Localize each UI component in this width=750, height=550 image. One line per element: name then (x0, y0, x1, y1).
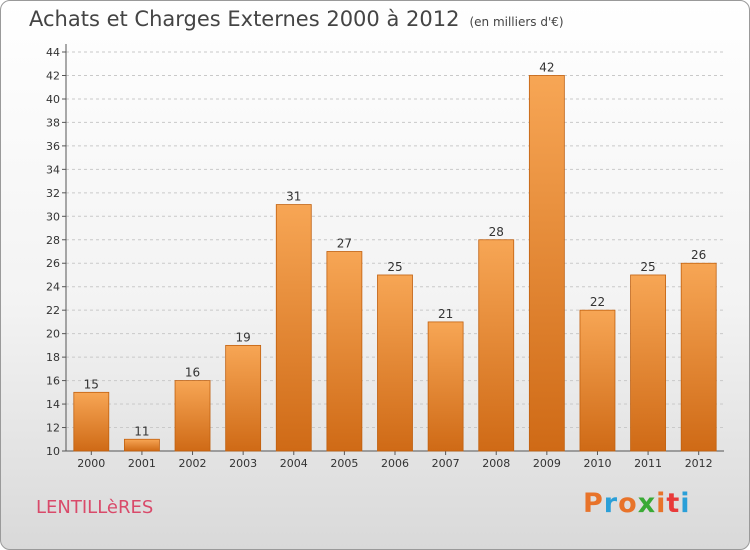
bar-2007 (427, 321, 464, 452)
data-label-2000: 15 (84, 377, 99, 391)
chart-title: Achats et Charges Externes 2000 à 2012 (e… (29, 7, 564, 31)
data-label-2006: 25 (387, 260, 402, 274)
data-label-2009: 42 (539, 60, 554, 74)
y-tick-label: 24 (46, 281, 60, 294)
y-tick-label: 30 (46, 210, 60, 223)
y-tick-label: 16 (46, 375, 60, 388)
data-label-2004: 31 (286, 190, 301, 204)
town-name: LENTILLèRES (36, 497, 154, 518)
bar-2012 (680, 262, 717, 452)
x-tick-label-2005: 2005 (330, 457, 358, 470)
data-label-2012: 26 (691, 248, 706, 262)
y-tick-label: 12 (46, 422, 60, 435)
bar-2004 (275, 204, 312, 452)
data-label-2001: 11 (134, 424, 149, 438)
x-tick-label-2009: 2009 (533, 457, 561, 470)
bars (73, 75, 717, 452)
bar-2005 (326, 251, 363, 452)
y-tick-label: 26 (46, 257, 60, 270)
brand-logo: Proxiti (583, 488, 691, 519)
y-tick-label: 44 (46, 46, 60, 59)
x-tick-label-2008: 2008 (482, 457, 510, 470)
data-label-2011: 25 (640, 260, 655, 274)
y-tick-label: 42 (46, 69, 60, 82)
chart-subtitle: (en milliers d'€) (469, 15, 564, 29)
x-tick-label-2011: 2011 (634, 457, 662, 470)
brand-letter: t (666, 488, 681, 519)
y-tick-label: 14 (46, 398, 60, 411)
y-tick-label: 10 (46, 445, 60, 458)
y-tick-label: 40 (46, 93, 60, 106)
x-tick-label-2004: 2004 (280, 457, 308, 470)
bar-2011 (630, 274, 666, 452)
x-tick-label-2001: 2001 (128, 457, 156, 470)
data-label-2005: 27 (337, 237, 352, 251)
x-tick-label-2000: 2000 (77, 457, 105, 470)
bar-2010 (579, 309, 616, 452)
labels: 10 12 14 16 18 20 22 24 26 28 30 32 34 36 38 40 42 44 15 20… (46, 46, 713, 470)
y-tick-label: 38 (46, 116, 60, 129)
brand-letter: P (583, 488, 604, 519)
brand-letter: x (637, 488, 657, 519)
bar-2009 (528, 75, 565, 452)
brand-letter: i (680, 488, 691, 519)
bar-2001 (124, 438, 160, 452)
data-label-2002: 16 (185, 366, 200, 380)
bar-2002 (174, 380, 211, 452)
x-tick-label-2006: 2006 (381, 457, 409, 470)
brand-letter: o (618, 488, 638, 519)
bar-2000 (73, 391, 110, 452)
bar-2006 (377, 274, 413, 452)
x-tick-label-2010: 2010 (583, 457, 611, 470)
y-tick-label: 20 (46, 328, 60, 341)
x-tick-label-2012: 2012 (685, 457, 713, 470)
chart-title-text: Achats et Charges Externes 2000 à 2012 (29, 7, 460, 31)
x-tick-label-2003: 2003 (229, 457, 257, 470)
data-label-2010: 22 (590, 295, 605, 309)
brand-letter: i (656, 488, 667, 519)
y-tick-label: 28 (46, 234, 60, 247)
data-label-2008: 28 (489, 225, 504, 239)
x-tick-label-2002: 2002 (179, 457, 207, 470)
data-label-2007: 21 (438, 307, 453, 321)
data-label-2003: 19 (236, 330, 251, 344)
y-tick-label: 22 (46, 304, 60, 317)
bar-2008 (478, 239, 515, 452)
y-tick-label: 32 (46, 187, 60, 200)
brand-letter: r (603, 488, 619, 519)
x-tick-label-2007: 2007 (432, 457, 460, 470)
bar-2003 (225, 344, 262, 452)
y-tick-label: 18 (46, 351, 60, 364)
y-tick-label: 36 (46, 140, 60, 153)
y-tick-label: 34 (46, 163, 60, 176)
